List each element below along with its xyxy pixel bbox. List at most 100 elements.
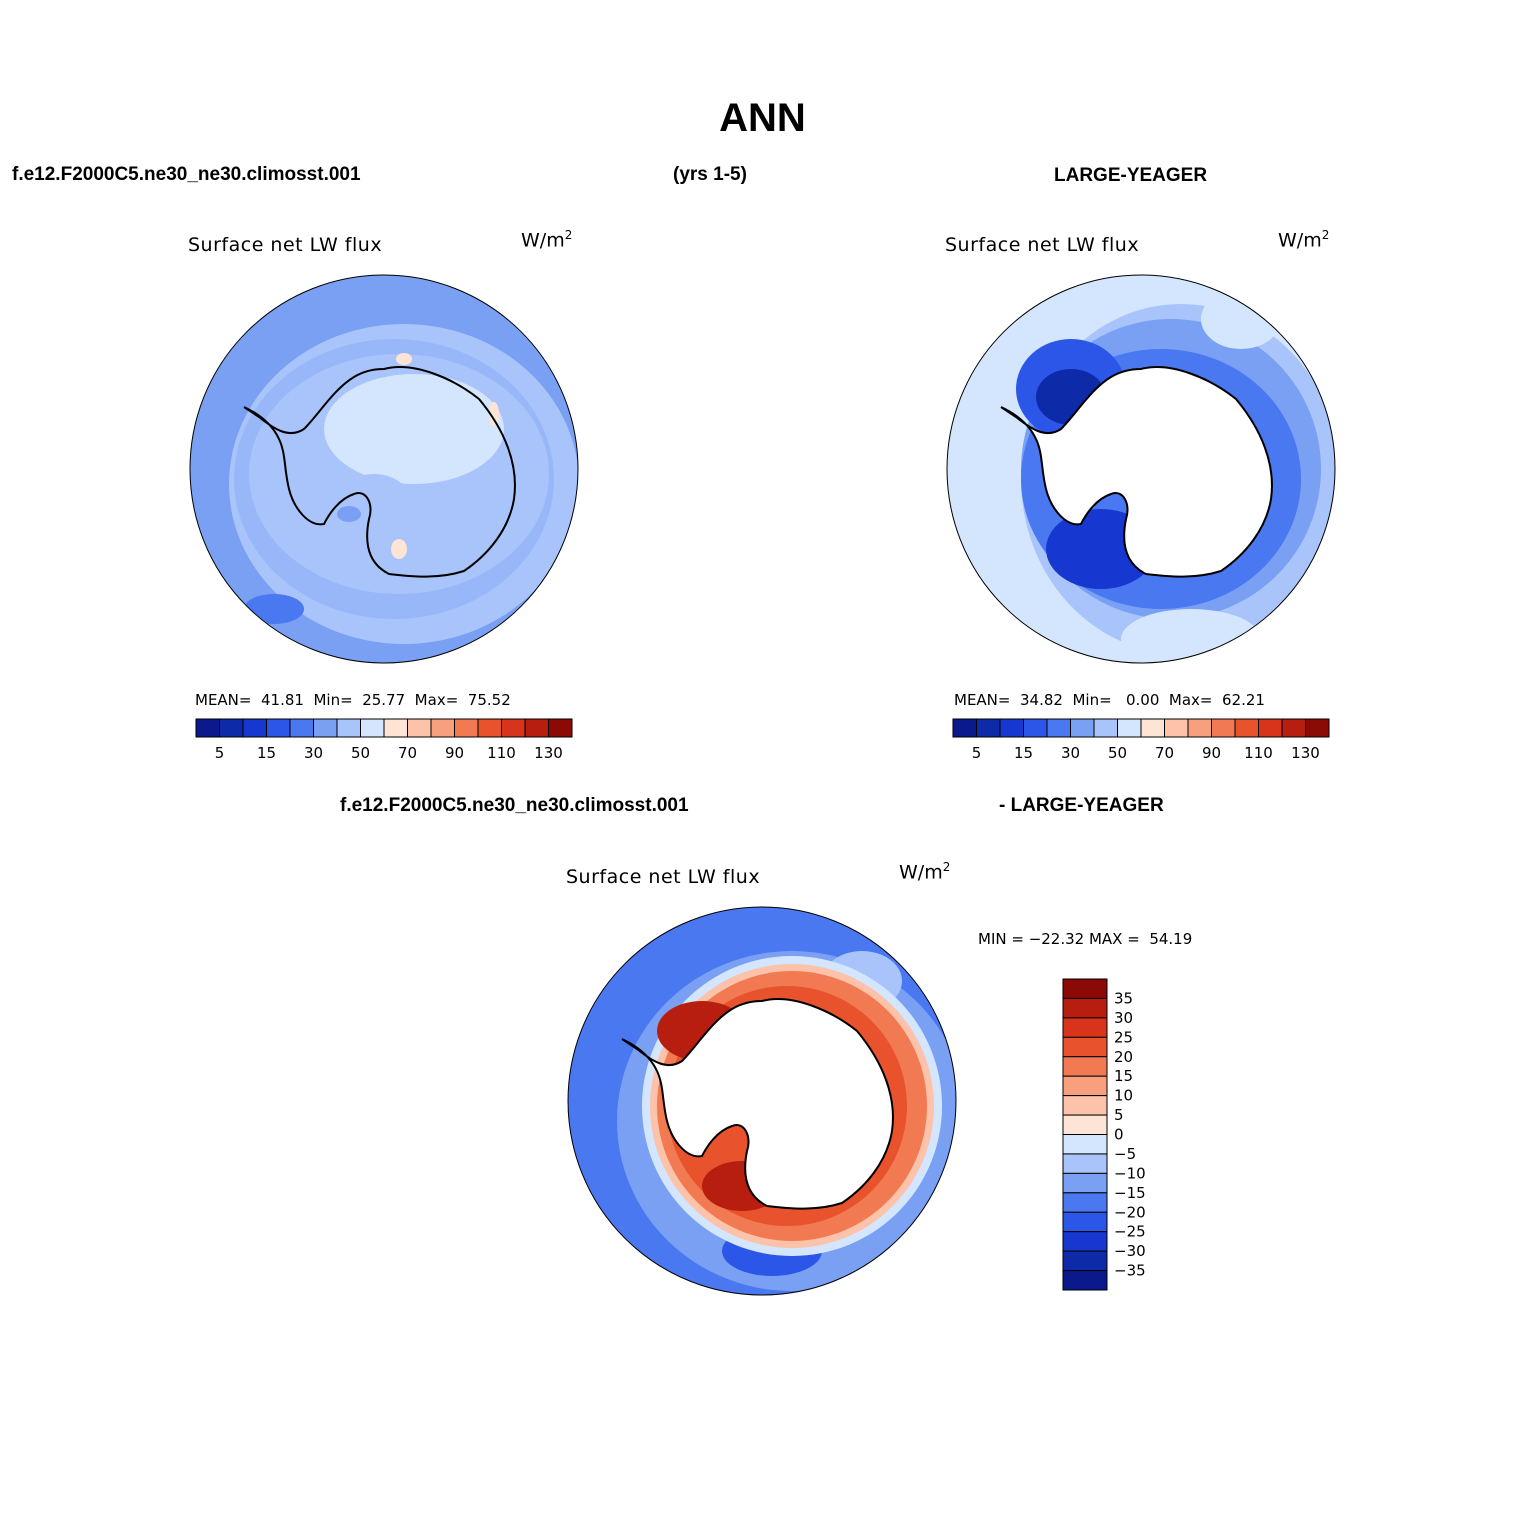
diff-colorbar-swatch [1062,1134,1108,1155]
panel2-colorbar-swatch [1234,718,1259,738]
panel1-colorbar-swatch [524,718,549,738]
panel1-colorbar-swatch [477,718,502,738]
case-name-header: f.e12.F2000C5.ne30_ne30.climosst.001 [12,164,361,185]
diff-colorbar-swatch [1062,1153,1108,1174]
diff-colorbar-swatch [1062,1231,1108,1252]
diff-colorbar-tick-label: 15 [1114,1067,1133,1085]
panel1-colorbar-tick-label: 50 [351,744,370,762]
panel2-colorbar-tick-label: 5 [972,744,982,762]
panel2-colorbar-tick-label: 130 [1291,744,1320,762]
years-header: (yrs 1-5) [673,164,747,185]
diff-colorbar-tick-label: −5 [1114,1145,1136,1163]
panel1-colorbar-tick-label: 5 [215,744,225,762]
panel2-colorbar-swatch [1046,718,1071,738]
panel1-colorbar-tick-label: 15 [257,744,276,762]
panel2-colorbar-swatch [999,718,1024,738]
diff-case-name-header: f.e12.F2000C5.ne30_ne30.climosst.001 [340,795,689,816]
diff-colorbar-tick-label: 10 [1114,1087,1133,1105]
panel2-colorbar-swatch [1070,718,1095,738]
diff-colorbar-swatch [1062,1270,1108,1291]
panel2-colorbar-tick-label: 50 [1108,744,1127,762]
panel3-variable-title: Surface net LW flux [566,866,761,888]
panel1-colorbar-swatch [548,718,573,738]
panel1-colorbar-swatch [195,718,220,738]
panel1-colorbar-tick-label: 70 [398,744,417,762]
panel2-colorbar-tick-label: 70 [1155,744,1174,762]
panel2-colorbar-swatch [976,718,1001,738]
figure-title: ANN [719,96,806,140]
diff-colorbar-swatch [1062,1250,1108,1272]
panel2-colorbar-swatch [952,718,977,738]
diff-colorbar-tick-label: −25 [1114,1223,1146,1241]
panel1-stats: MEAN= 41.81 Min= 25.77 Max= 75.52 [195,691,511,709]
panel2-colorbar-swatch [1117,718,1142,738]
panel1-colorbar-swatch [501,718,526,738]
panel2-colorbar-tick-label: 15 [1014,744,1033,762]
panel1-colorbar-tick-label: 90 [445,744,464,762]
panel2-colorbar-swatch [1211,718,1236,738]
panel2-colorbar: 5 15 30 50 70 90 110 130 [952,718,1330,762]
panel1-map [189,274,579,664]
panel2-colorbar-tick-label: 110 [1244,744,1273,762]
panel1-colorbar-swatch [266,718,291,738]
panel2-stats: MEAN= 34.82 Min= 0.00 Max= 62.21 [954,691,1265,709]
panel1-colorbar-swatch [454,718,479,738]
panel1-colorbar-swatch [336,718,361,738]
panel1-colorbar-tick-label: 30 [304,744,323,762]
diff-colorbar-swatch [1062,997,1108,1019]
diff-colorbar-swatch [1062,1192,1108,1213]
panel2-colorbar-tick-label: 30 [1061,744,1080,762]
panel2-colorbar-swatch [1164,718,1189,738]
diff-colorbar-tick-label: 35 [1114,989,1133,1007]
panel2-colorbar-swatch [1258,718,1283,738]
panel2-units: W/m2 [1278,228,1330,252]
panel2-colorbar-swatch [1281,718,1306,738]
panel2-colorbar-tick-label: 90 [1202,744,1221,762]
diff-colorbar-swatch [1062,978,1108,999]
panel2-colorbar-swatch [1140,718,1165,738]
diff-colorbar-tick-label: −10 [1114,1164,1146,1182]
panel1-units: W/m2 [521,228,573,252]
diff-colorbar-swatch [1062,1036,1108,1058]
panel2-variable-title: Surface net LW flux [945,234,1140,256]
panel2-map [946,274,1336,664]
diff-colorbar-tick-label: 30 [1114,1009,1133,1027]
diff-colorbar-swatch [1062,1017,1108,1038]
panel1-colorbar-swatch [430,718,455,738]
diff-colorbar-swatch [1062,1056,1108,1077]
diff-colorbar-swatch [1062,1172,1108,1194]
diff-colorbar-tick-label: −30 [1114,1242,1146,1260]
panel2-colorbar-swatch [1023,718,1048,738]
panel3-map [567,906,957,1296]
diff-colorbar-tick-label: 5 [1114,1106,1124,1124]
panel3-stats: MIN = −22.32 MAX = 54.19 [978,930,1193,948]
diff-obs-name-header: - LARGE-YEAGER [999,795,1164,816]
obs-name-header: LARGE-YEAGER [1054,165,1208,186]
panel2-colorbar-swatch [1305,718,1330,738]
panel1-colorbar-swatch [289,718,314,738]
diff-colorbar-swatch [1062,1095,1108,1116]
diff-colorbar-tick-label: −15 [1114,1184,1146,1202]
diff-colorbar-tick-label: 20 [1114,1048,1133,1066]
panel1-colorbar-swatch [383,718,408,738]
panel1-colorbar-swatch [219,718,244,738]
panel2-colorbar-swatch [1093,718,1118,738]
panel3-units: W/m2 [899,860,951,884]
panel1-colorbar-swatch [360,718,385,738]
diff-colorbar-tick-label: −35 [1114,1262,1146,1280]
diff-colorbar-swatch [1062,1211,1108,1233]
panel1-colorbar: 5 15 30 50 70 90 110 130 [195,718,573,762]
panel1-variable-title: Surface net LW flux [188,234,383,256]
panel2-colorbar-swatch [1187,718,1212,738]
panel1-colorbar-tick-label: 110 [487,744,516,762]
panel1-colorbar-swatch [242,718,267,738]
panel1-colorbar-swatch [407,718,432,738]
diff-colorbar-tick-label: −20 [1114,1203,1146,1221]
diff-colorbar-swatch [1062,1075,1108,1097]
panel1-colorbar-tick-label: 130 [534,744,563,762]
diff-colorbar-swatch [1062,1114,1108,1135]
diff-colorbar-tick-label: 25 [1114,1028,1133,1046]
diff-colorbar-tick-label: 0 [1114,1126,1124,1144]
panel1-colorbar-swatch [313,718,338,738]
